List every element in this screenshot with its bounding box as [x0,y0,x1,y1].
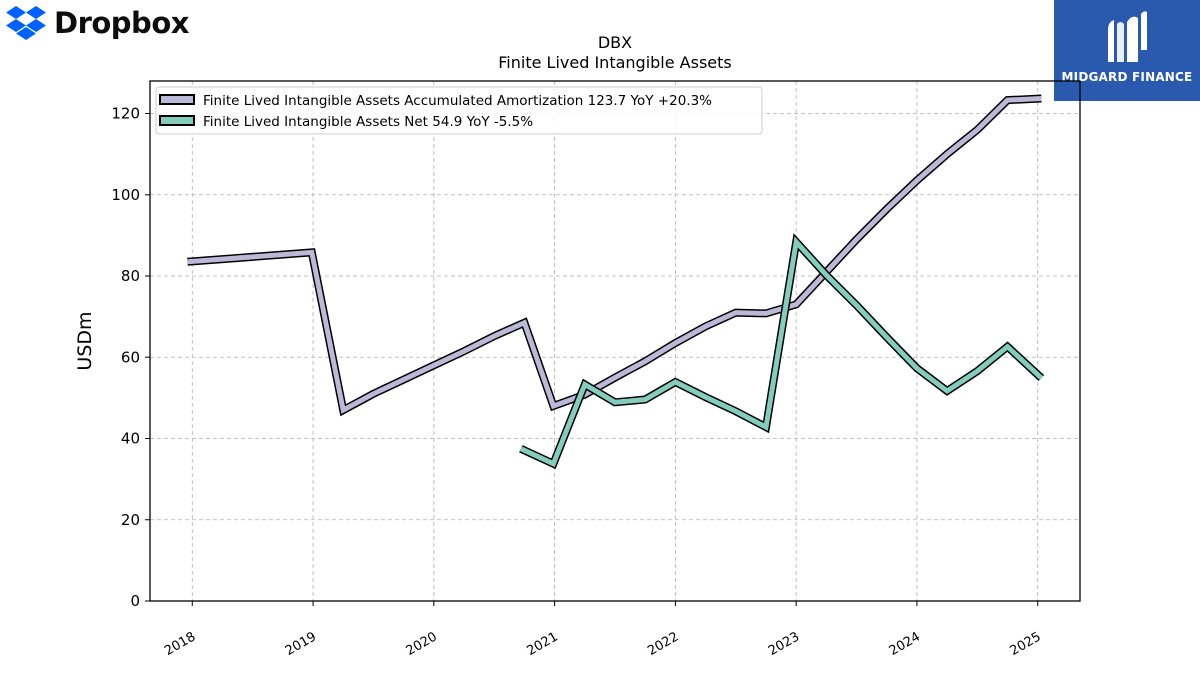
y-tick-label: 60 [121,348,140,366]
x-tick-label: 2022 [645,629,681,659]
chart-title: DBX [598,33,632,52]
midgard-m-icon [1108,11,1147,63]
series-line-net [519,236,1044,468]
x-tick-label: 2020 [404,629,440,659]
chart-subtitle: Finite Lived Intangible Assets [498,53,731,72]
legend-label-amortization: Finite Lived Intangible Assets Accumulat… [203,93,712,109]
legend-swatch-net [159,115,195,126]
x-tick-label: 2019 [283,629,319,659]
legend-box [155,86,763,135]
brand-name: Dropbox [54,6,189,40]
dropbox-brand: Dropbox [6,6,189,40]
y-tick-label: 120 [111,105,140,123]
midgard-finance-badge: MIDGARD FINANCE [1054,0,1200,101]
dropbox-box-icon [6,6,46,40]
legend-label-net: Finite Lived Intangible Assets Net 54.9 … [203,114,533,130]
series-line-outline-net [519,233,1045,470]
badge-text: MIDGARD FINANCE [1061,70,1193,84]
plot-frame [149,80,1081,602]
x-tick-label: 2021 [524,629,560,659]
series-line-amortization [187,96,1042,414]
legend: Finite Lived Intangible Assets Accumulat… [155,86,763,135]
y-axis-label: USDm [74,311,96,370]
y-tick-label: 40 [121,430,140,448]
legend-swatch-amortization [159,94,195,105]
y-tick-label: 100 [111,186,140,204]
y-tick-label: 20 [121,511,140,529]
x-tick-label: 2024 [887,629,923,659]
x-tick-label: 2025 [1008,629,1044,659]
x-tick-label: 2018 [162,629,198,659]
series-layer [187,94,1045,470]
y-tick-label: 80 [121,267,140,285]
y-tick-label: 0 [130,592,140,610]
x-tick-label: 2023 [766,629,802,659]
